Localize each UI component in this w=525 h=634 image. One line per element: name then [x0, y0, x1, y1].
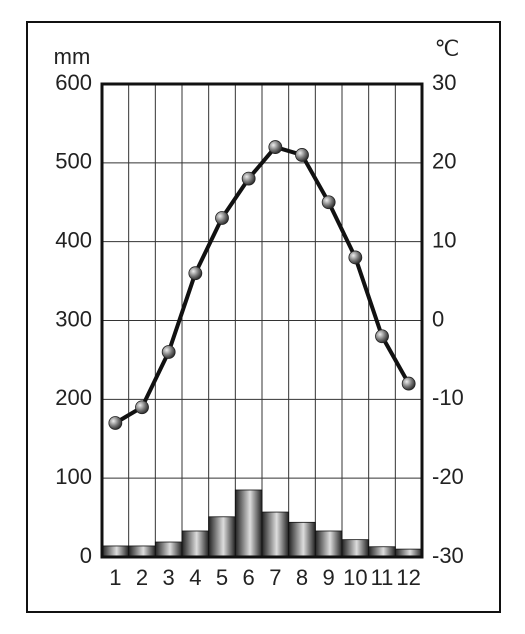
x-tick-label: 3: [163, 565, 175, 590]
y-unit: mm: [54, 44, 91, 69]
temperature-point: [188, 266, 203, 281]
y2-tick-label: 0: [432, 306, 444, 331]
x-tick-label: 6: [243, 565, 255, 590]
x-tick-label: 11: [371, 565, 394, 590]
temperature-point: [401, 376, 416, 391]
y2-tick-label: 10: [432, 227, 456, 252]
precipitation-bar: [154, 541, 183, 558]
x-tick-label: 1: [109, 565, 121, 590]
precipitation-bar: [101, 545, 130, 558]
temperature-point: [348, 250, 363, 265]
y2-tick-label: 20: [432, 149, 456, 174]
temperature-line: [114, 145, 411, 425]
x-tick-label: 10: [343, 565, 367, 590]
x-tick-label: 5: [216, 565, 228, 590]
y-tick-label: 400: [55, 227, 92, 252]
x-tick-label: 7: [269, 565, 281, 590]
temperature-point: [215, 211, 229, 225]
y2-tick-label: -20: [432, 464, 464, 489]
temperature-point: [321, 195, 336, 210]
temperature-point: [241, 171, 256, 186]
precipitation-bar: [234, 489, 263, 558]
x-tick-label: 8: [296, 565, 308, 590]
x-tick-label: 2: [136, 565, 148, 590]
temperature-point: [135, 400, 149, 415]
y-tick-label: 0: [80, 543, 92, 568]
x-tick-label: 9: [323, 565, 335, 590]
temperature-point: [268, 140, 283, 154]
temperature-point: [375, 329, 389, 344]
x-tick-label: 12: [396, 565, 420, 590]
precipitation-bar: [341, 539, 370, 558]
precipitation-bar: [208, 516, 236, 558]
precipitation-bar: [314, 530, 343, 558]
temperature-point: [161, 345, 176, 359]
plot-frame: [100, 82, 424, 559]
y-tick-label: 100: [55, 464, 92, 489]
x-tick-label: 4: [189, 565, 201, 590]
precipitation-bar: [128, 545, 156, 558]
y2-unit: ℃: [435, 36, 460, 61]
y-tick-label: 200: [55, 385, 92, 410]
precipitation-bar: [261, 511, 290, 558]
y2-tick-label: 30: [432, 70, 456, 95]
y-tick-label: 500: [55, 149, 92, 174]
y-tick-label: 600: [55, 70, 92, 95]
temperature-point: [108, 416, 123, 430]
precipitation-bar: [181, 530, 210, 558]
precipitation-bar: [288, 521, 316, 558]
temperature-point: [295, 148, 309, 162]
outer-frame: [26, 21, 501, 613]
y-tick-label: 300: [55, 306, 92, 331]
y2-tick-label: -10: [432, 385, 464, 410]
y2-tick-label: -30: [432, 543, 464, 568]
precipitation-bar: [368, 546, 396, 558]
